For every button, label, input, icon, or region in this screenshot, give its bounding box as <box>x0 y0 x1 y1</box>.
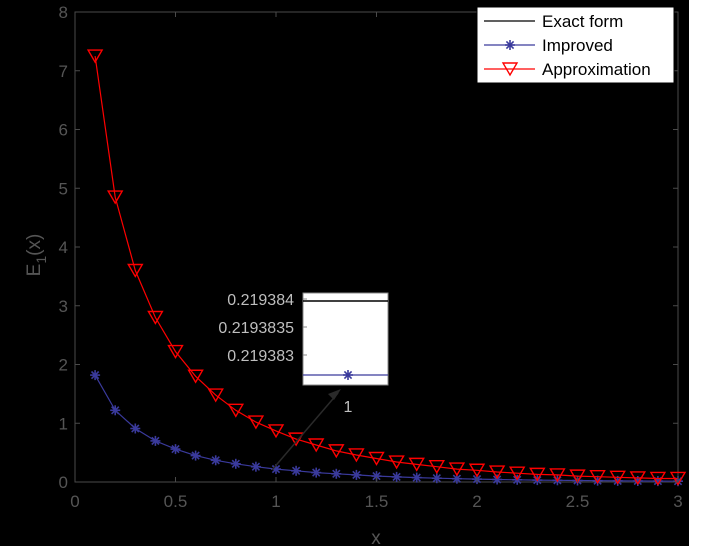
data-point-triangle <box>488 465 506 480</box>
data-point-triangle <box>106 190 124 205</box>
y-tick-label: 1 <box>59 414 68 433</box>
axes <box>74 11 679 483</box>
data-point-triangle <box>508 466 526 481</box>
data-point-asterisk <box>411 472 422 483</box>
data-point-triangle <box>448 462 466 477</box>
data-point-triangle <box>307 438 325 453</box>
data-point-triangle <box>187 369 204 384</box>
y-tick-label: 0 <box>59 473 68 492</box>
data-point-asterisk <box>451 473 462 484</box>
plot-area <box>74 11 679 483</box>
legend-marker-asterisk <box>505 40 515 50</box>
ticks: 0 0.5 1 1.5 2 2.5 3 0 1 2 3 4 5 6 7 8 <box>59 3 683 511</box>
data-point-asterisk <box>291 465 302 476</box>
y-tick-label: 3 <box>59 297 68 316</box>
data-point-triangle <box>328 444 345 459</box>
x-tick-label: 1.5 <box>365 492 389 511</box>
inset-plot-area <box>302 292 389 386</box>
data-point-asterisk <box>492 474 503 485</box>
inset-tick-label: 0.219384 <box>227 292 294 309</box>
legend: Exact form Improved Approximation <box>476 6 675 84</box>
data-point-triangle <box>468 463 486 478</box>
x-axis-label: x <box>371 528 381 546</box>
y-tick-label: 7 <box>59 62 68 81</box>
inset-pointer-line <box>271 392 339 471</box>
data-point-triangle <box>227 403 245 418</box>
data-point-triangle <box>529 467 546 482</box>
data-point-asterisk <box>90 370 101 381</box>
data-point-asterisk <box>130 423 141 434</box>
x-tick-label: 2 <box>472 492 481 511</box>
data-point-asterisk <box>150 435 161 446</box>
data-point-triangle <box>629 471 647 486</box>
inset-tick-label: 0.2193835 <box>218 320 294 337</box>
y-axis-label-subscript: 1 <box>33 256 49 264</box>
data-point-triangle <box>207 388 224 403</box>
inset-improved-marker <box>343 370 353 380</box>
data-point-triangle <box>147 310 164 325</box>
legend-label: Approximation <box>542 60 651 79</box>
legend-marker-triangle <box>501 62 519 77</box>
legend-label: Exact form <box>542 12 623 31</box>
data-point-triangle <box>127 263 144 278</box>
x-tick-label: 0 <box>70 492 79 511</box>
data-point-triangle <box>167 344 184 359</box>
data-point-asterisk <box>391 471 402 482</box>
x-tick-label: 3 <box>673 492 682 511</box>
y-axis-label-main: E <box>24 264 45 277</box>
data-point-asterisk <box>250 461 261 472</box>
x-tick-label: 1 <box>271 492 280 511</box>
data-point-triangle <box>649 471 667 486</box>
data-point-asterisk <box>351 469 362 480</box>
y-tick-label: 5 <box>59 179 68 198</box>
data-point-asterisk <box>311 467 322 478</box>
series-layer <box>86 49 687 487</box>
data-point-asterisk <box>431 473 442 484</box>
data-point-triangle <box>408 457 425 472</box>
data-point-triangle <box>589 470 606 485</box>
data-point-triangle <box>247 415 265 430</box>
legend-label: Improved <box>542 36 613 55</box>
data-point-triangle <box>669 471 687 486</box>
data-point-triangle <box>348 448 365 463</box>
data-point-asterisk <box>110 405 121 416</box>
zoom-inset: 0.219384 0.2193835 0.219383 1 <box>218 292 389 471</box>
x-tick-label: 2.5 <box>566 492 590 511</box>
y-tick-label: 8 <box>59 3 68 22</box>
series-approximation <box>86 49 687 486</box>
data-point-asterisk <box>210 455 221 466</box>
y-tick-label: 4 <box>59 238 68 257</box>
data-point-triangle <box>287 432 305 447</box>
y-tick-label: 2 <box>59 356 68 375</box>
inset-tick-label: 0.219383 <box>227 348 294 365</box>
data-point-asterisk <box>230 458 241 469</box>
data-point-triangle <box>388 455 405 470</box>
data-point-asterisk <box>170 444 181 455</box>
y-axis-label-suffix: (x) <box>24 234 45 256</box>
data-point-asterisk <box>331 468 342 479</box>
inset-pointer-arrowhead <box>328 389 341 400</box>
y-axis-label: E1(x) <box>24 234 49 277</box>
inset-x-tick-label: 1 <box>344 399 353 416</box>
data-point-triangle <box>86 49 104 64</box>
x-tick-label: 0.5 <box>164 492 188 511</box>
y-tick-label: 6 <box>59 121 68 140</box>
data-point-triangle <box>569 469 586 484</box>
data-point-asterisk <box>190 450 201 461</box>
data-point-triangle <box>267 424 285 439</box>
data-point-triangle <box>428 460 446 475</box>
figure-background: 0 0.5 1 1.5 2 2.5 3 0 1 2 3 4 5 6 7 8 x E1(x) 0.219384 … <box>0 0 689 549</box>
series-improved <box>90 370 683 487</box>
data-point-triangle <box>609 470 626 485</box>
data-point-triangle <box>368 451 385 466</box>
data-point-triangle <box>549 468 566 483</box>
